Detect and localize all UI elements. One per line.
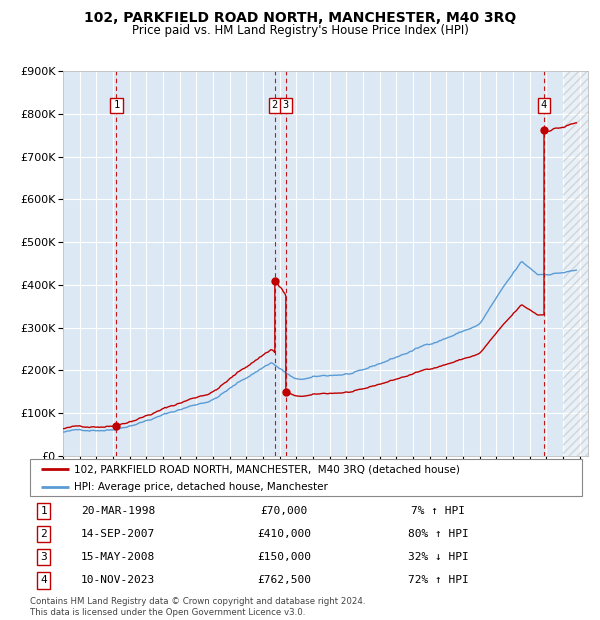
Text: £150,000: £150,000	[257, 552, 311, 562]
Text: 7% ↑ HPI: 7% ↑ HPI	[412, 506, 466, 516]
Text: 2: 2	[272, 100, 278, 110]
Text: 4: 4	[40, 575, 47, 585]
Text: 14-SEP-2007: 14-SEP-2007	[81, 529, 155, 539]
Text: 10-NOV-2023: 10-NOV-2023	[81, 575, 155, 585]
Text: 2: 2	[40, 529, 47, 539]
Text: 80% ↑ HPI: 80% ↑ HPI	[408, 529, 469, 539]
Bar	[563, 71, 588, 456]
Text: 3: 3	[40, 552, 47, 562]
Text: £410,000: £410,000	[257, 529, 311, 539]
Text: Contains HM Land Registry data © Crown copyright and database right 2024.
This d: Contains HM Land Registry data © Crown c…	[30, 598, 365, 617]
Text: 32% ↓ HPI: 32% ↓ HPI	[408, 552, 469, 562]
Text: 102, PARKFIELD ROAD NORTH, MANCHESTER, M40 3RQ: 102, PARKFIELD ROAD NORTH, MANCHESTER, M…	[84, 11, 516, 25]
Text: 102, PARKFIELD ROAD NORTH, MANCHESTER,  M40 3RQ (detached house): 102, PARKFIELD ROAD NORTH, MANCHESTER, M…	[74, 464, 460, 474]
Text: £70,000: £70,000	[260, 506, 308, 516]
Text: HPI: Average price, detached house, Manchester: HPI: Average price, detached house, Manc…	[74, 482, 328, 492]
Text: 3: 3	[283, 100, 289, 110]
FancyBboxPatch shape	[30, 459, 582, 496]
Text: 20-MAR-1998: 20-MAR-1998	[81, 506, 155, 516]
Text: 1: 1	[113, 100, 119, 110]
Text: 4: 4	[541, 100, 547, 110]
Text: 15-MAY-2008: 15-MAY-2008	[81, 552, 155, 562]
Text: 72% ↑ HPI: 72% ↑ HPI	[408, 575, 469, 585]
Text: Price paid vs. HM Land Registry's House Price Index (HPI): Price paid vs. HM Land Registry's House …	[131, 24, 469, 37]
Text: £762,500: £762,500	[257, 575, 311, 585]
Text: 1: 1	[40, 506, 47, 516]
